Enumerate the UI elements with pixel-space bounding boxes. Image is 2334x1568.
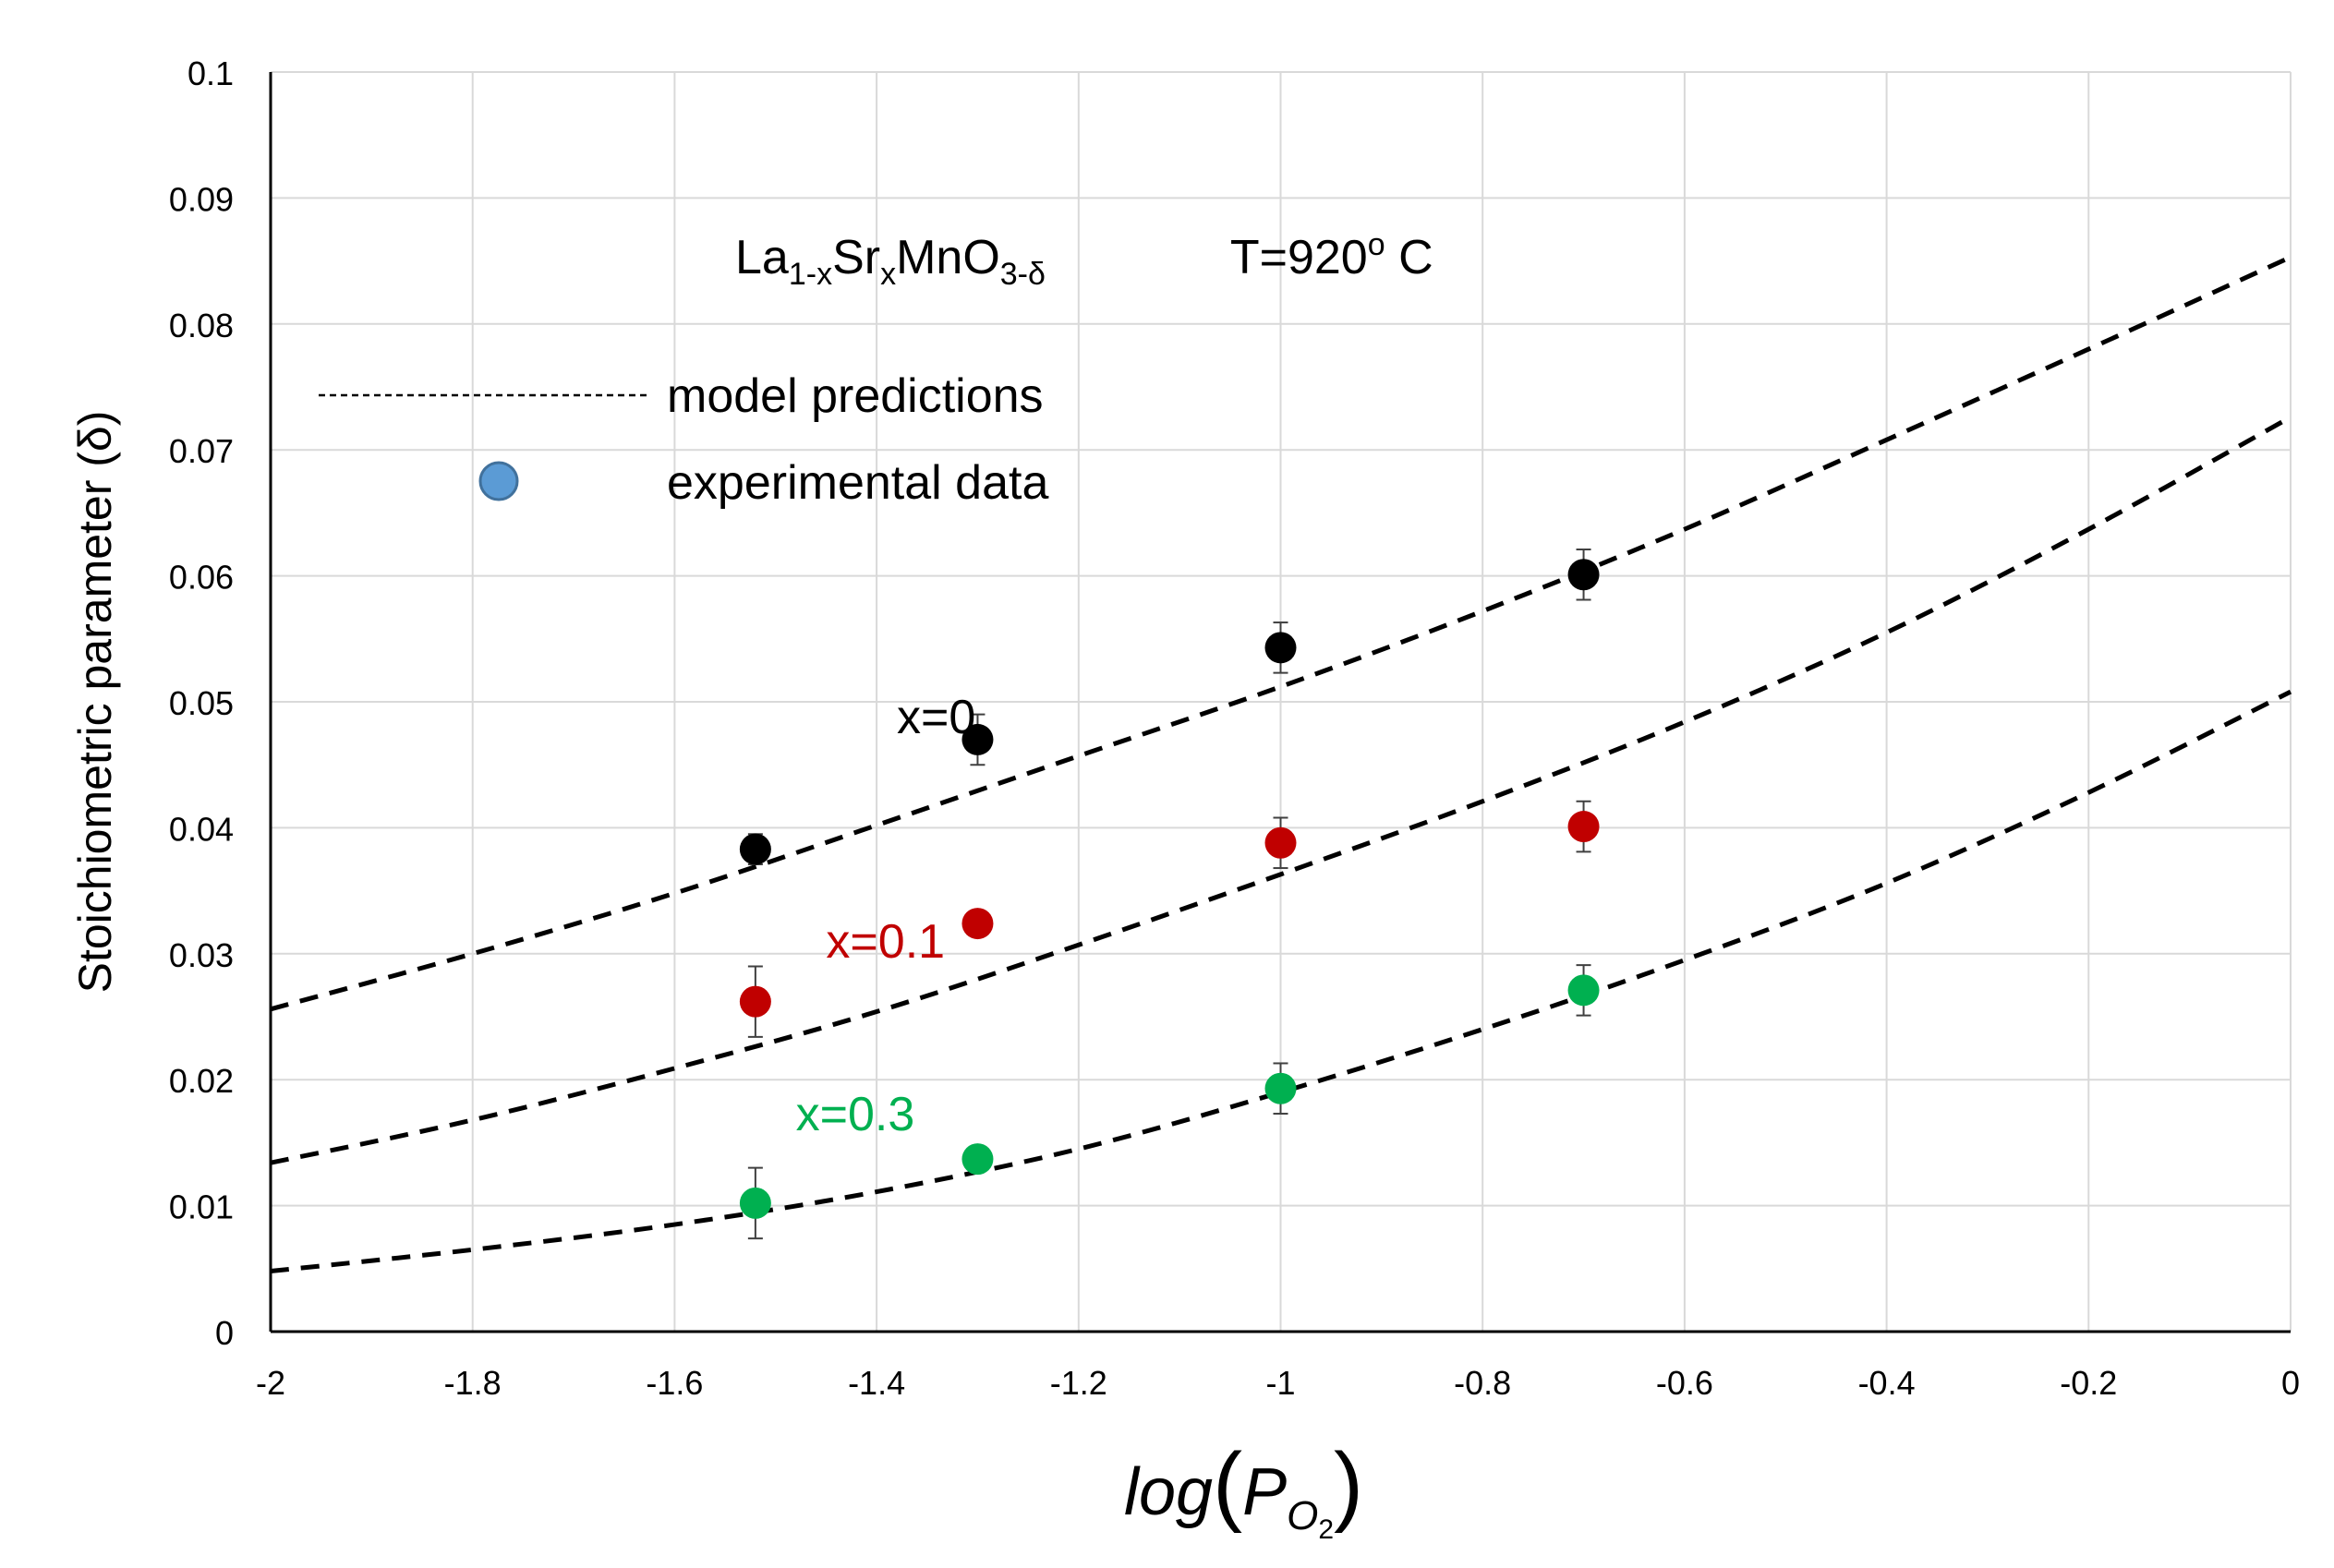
x-tick-label: -1	[1265, 1364, 1295, 1402]
x-axis-label-open-paren: (	[1213, 1435, 1242, 1534]
series-label-x=0.1: x=0.1	[826, 915, 945, 969]
y-tick-label: 0.06	[169, 559, 234, 597]
y-tick-label: 0.07	[169, 432, 234, 470]
y-tick-label: 0.05	[169, 684, 234, 722]
x-tick-label: -0.2	[2060, 1364, 2117, 1402]
data-point-x=0	[1264, 632, 1297, 664]
legend: model predictions experimental data	[319, 369, 1048, 510]
y-tick-labels: 0 0.01 0.02 0.03 0.04 0.05 0.06 0.07 0.08 0.09 0.1	[169, 54, 234, 1352]
y-tick-label: 0.08	[169, 307, 234, 344]
data-point-x=0.1	[1264, 826, 1297, 859]
y-tick-label: 0.03	[169, 936, 234, 974]
x-tick-label: -0.8	[1454, 1364, 1511, 1402]
legend-label-model-predictions: model predictions	[667, 369, 1044, 423]
legend-marker-swatch	[478, 461, 519, 501]
model-curve-x=0	[270, 255, 2292, 1012]
formula-la-sub: 1-x	[789, 257, 832, 292]
x-tick-label: -1.4	[848, 1364, 905, 1402]
data-point-x=0	[739, 833, 771, 865]
data-point-x=0.3	[961, 1143, 994, 1176]
y-tick-label: 0.02	[169, 1062, 234, 1100]
data-point-x=0.3	[1264, 1072, 1297, 1104]
axes	[269, 72, 2291, 1333]
x-tick-label: -0.6	[1656, 1364, 1713, 1402]
x-tick-labels: -2 -1.8 -1.6 -1.4 -1.2 -1 -0.8 -0.6 -0.4 -0.2 0	[256, 1364, 2300, 1402]
x-axis-label-p: P	[1242, 1455, 1287, 1529]
x-axis-label-log: log	[1124, 1455, 1213, 1529]
y-axis-label: Stoichiometric parameter (δ)	[69, 411, 121, 994]
x-tick-label: -2	[256, 1364, 285, 1402]
x-tick-label: -0.4	[1858, 1364, 1916, 1402]
y-tick-label: 0	[215, 1314, 234, 1352]
formula-o-sub: 3-δ	[1000, 257, 1046, 292]
data-point-x=0.3	[1567, 974, 1600, 1007]
legend-label-experimental-data: experimental data	[667, 456, 1048, 510]
y-tick-label: 0.1	[187, 54, 234, 92]
y-tick-label: 0.09	[169, 180, 234, 218]
temperature-value: T=920	[1230, 231, 1368, 284]
x-tick-label: -1.2	[1050, 1364, 1107, 1402]
series-label-x=0.3: x=0.3	[796, 1088, 915, 1141]
formula-sr: Sr	[832, 231, 880, 284]
data-points	[739, 548, 1600, 1240]
data-point-x=0.1	[961, 908, 994, 940]
x-tick-label: -1.6	[646, 1364, 703, 1402]
temperature-unit: C	[1385, 231, 1433, 284]
data-point-x=0	[1567, 559, 1600, 591]
grid	[271, 71, 2292, 1332]
formula-mno: MnO	[896, 231, 1000, 284]
series-label-x=0: x=0	[897, 691, 975, 744]
data-point-x=0.3	[739, 1187, 771, 1219]
series-labels: x=0 x=0.1 x=0.3	[796, 691, 976, 1141]
x-tick-label: -1.8	[444, 1364, 502, 1402]
x-axis-label-sub-2: 2	[1318, 1514, 1334, 1545]
temperature-degree: o	[1368, 227, 1385, 262]
y-tick-label: 0.04	[169, 810, 234, 848]
y-tick-label: 0.01	[169, 1188, 234, 1226]
data-point-x=0	[961, 723, 994, 755]
temperature-annotation: T=920o C	[1230, 227, 1433, 284]
data-point-x=0.1	[739, 985, 771, 1018]
data-point-x=0.1	[1567, 811, 1600, 843]
formula-la: La	[735, 231, 789, 284]
x-axis-label: log(PO2)	[1124, 1435, 1363, 1545]
x-axis-label-close-paren: )	[1334, 1435, 1363, 1534]
x-axis-label-sub-o: O	[1287, 1493, 1318, 1538]
formula-sr-sub: x	[880, 257, 896, 292]
x-tick-label: 0	[2281, 1364, 2300, 1402]
formula-annotation: La1-xSrxMnO3-δ	[735, 231, 1046, 292]
model-curve-x=0.1	[270, 415, 2292, 1165]
